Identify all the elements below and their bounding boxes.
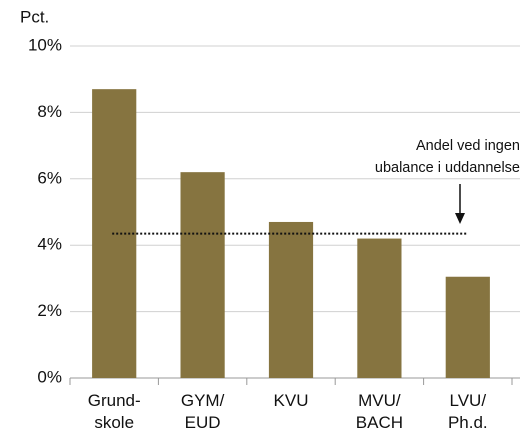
annotation: Andel ved ingen bbox=[416, 138, 520, 154]
x-tick-label-line: EUD bbox=[185, 413, 221, 432]
x-tick-label-line: KVU bbox=[274, 391, 309, 410]
annotation-arrowhead bbox=[455, 213, 465, 224]
y-tick-label: 8% bbox=[37, 102, 62, 121]
x-tick-label-line: Ph.d. bbox=[448, 413, 488, 432]
x-tick-label: MVU/BACH bbox=[356, 391, 403, 432]
x-tick-label-line: BACH bbox=[356, 413, 403, 432]
y-tick-label: 10% bbox=[28, 35, 62, 54]
x-tick-label-line: LVU/ bbox=[450, 391, 487, 410]
x-tick-label: Grund-skole bbox=[88, 391, 141, 432]
bar bbox=[357, 238, 402, 378]
bar bbox=[268, 221, 314, 378]
y-tick-label: 2% bbox=[37, 301, 62, 320]
x-tick-label-line: skole bbox=[94, 413, 134, 432]
x-tick-label-line: GYM/ bbox=[181, 391, 225, 410]
y-tick-label: 0% bbox=[37, 367, 62, 386]
y-axis-label: Pct. bbox=[20, 7, 49, 26]
y-tick-label: 4% bbox=[37, 235, 62, 254]
bar bbox=[180, 172, 225, 378]
x-tick-label: GYM/EUD bbox=[181, 391, 225, 432]
bar bbox=[445, 276, 490, 378]
x-tick-label-line: MVU/ bbox=[358, 391, 401, 410]
x-tick-label-line: Grund- bbox=[88, 391, 141, 410]
x-tick-label: LVU/Ph.d. bbox=[448, 391, 488, 432]
y-tick-label: 6% bbox=[37, 168, 62, 187]
x-tick-label: KVU bbox=[274, 391, 309, 410]
annotation: ubalance i uddannelse bbox=[375, 160, 520, 176]
